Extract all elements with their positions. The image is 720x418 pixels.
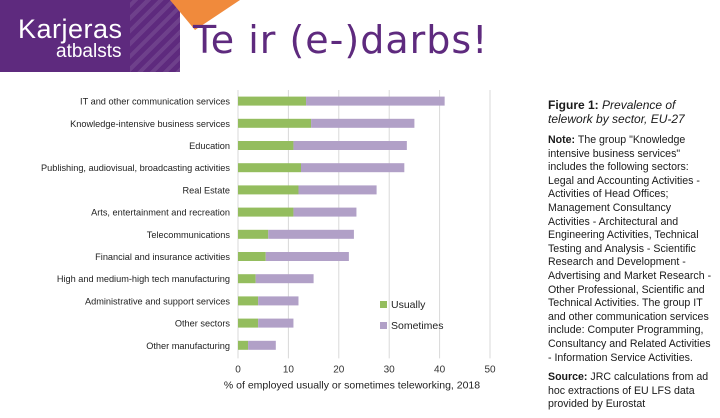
legend-label-usually: Usually xyxy=(391,299,426,311)
category-label: Education xyxy=(189,141,230,151)
note-label: Note: xyxy=(548,134,576,146)
category-label: Financial and insurance activities xyxy=(95,252,230,262)
bar-sometimes xyxy=(306,96,445,106)
bar-usually xyxy=(238,185,299,195)
logo-text-line2: atbalsts xyxy=(56,41,122,62)
x-tick-label: 0 xyxy=(235,364,241,375)
legend-label-sometimes: Sometimes xyxy=(391,320,444,332)
bar-sometimes xyxy=(265,252,349,261)
bar-usually xyxy=(238,252,266,261)
bar-usually xyxy=(238,318,259,328)
figure-label: Figure 1: xyxy=(548,98,599,112)
bar-usually xyxy=(238,274,256,284)
bar-usually xyxy=(238,96,307,106)
bar-sometimes xyxy=(298,185,377,195)
source-label: Source: xyxy=(548,371,588,384)
logo-stripes-decoration xyxy=(130,0,180,72)
legend-swatch-sometimes xyxy=(380,322,387,329)
telework-bar-chart: 0 10 20 30 40 50 IT and other communication se… xyxy=(41,90,496,391)
bar-usually xyxy=(238,118,312,128)
category-label: Knowledge-intensive business services xyxy=(70,119,230,129)
x-axis-title: % of employed usually or sometimes telew… xyxy=(224,379,480,391)
x-tick-label: 30 xyxy=(384,364,396,375)
legend-swatch-usually xyxy=(380,301,387,308)
bar-sometimes xyxy=(258,296,299,306)
x-tick-label: 40 xyxy=(434,364,446,375)
x-tick-label: 50 xyxy=(484,364,496,375)
x-tick-label: 20 xyxy=(333,364,345,375)
category-label: Telecommunications xyxy=(147,230,231,240)
slide-title: Te ir (e-)darbs! xyxy=(193,18,489,62)
bar-usually xyxy=(238,340,249,350)
logo: Karjeras atbalsts xyxy=(0,0,180,72)
bar-usually xyxy=(238,163,301,173)
bar-usually xyxy=(238,141,294,150)
bar-sometimes xyxy=(293,141,407,150)
category-label: Arts, entertainment and recreation xyxy=(91,208,230,218)
category-label: Real Estate xyxy=(183,185,231,195)
bar-sometimes xyxy=(268,229,354,239)
figure-title: Figure 1: Prevalence of telework by sect… xyxy=(548,98,714,126)
bar-usually xyxy=(238,229,269,239)
bar-usually xyxy=(238,296,259,306)
bar-sometimes xyxy=(248,340,276,350)
bar-sometimes xyxy=(301,163,405,173)
category-label: Other manufacturing xyxy=(146,341,230,351)
category-label: Other sectors xyxy=(175,319,231,329)
category-label: Publishing, audiovisual, broadcasting ac… xyxy=(41,163,230,173)
x-tick-label: 10 xyxy=(283,364,295,375)
figure-caption: Prevalence of telework by sector, EU-27 xyxy=(548,98,685,126)
figure-source: Source: JRC calculations from ad hoc ext… xyxy=(548,371,714,412)
bar-sometimes xyxy=(293,207,357,217)
bar-sometimes xyxy=(255,274,314,284)
category-label: High and medium-high tech manufacturing xyxy=(57,274,230,284)
bar-usually xyxy=(238,207,294,217)
bar-sometimes xyxy=(258,318,294,328)
bar-sometimes xyxy=(311,118,415,128)
category-label: Administrative and support services xyxy=(85,296,230,306)
logo-text-line1: Karjeras xyxy=(18,14,123,44)
note-text: The group "Knowledge intensive business … xyxy=(548,134,712,364)
category-label: IT and other communication services xyxy=(80,97,230,107)
figure-notes: Figure 1: Prevalence of telework by sect… xyxy=(548,98,714,418)
figure-note: Note: The group "Knowledge intensive bus… xyxy=(548,134,714,365)
